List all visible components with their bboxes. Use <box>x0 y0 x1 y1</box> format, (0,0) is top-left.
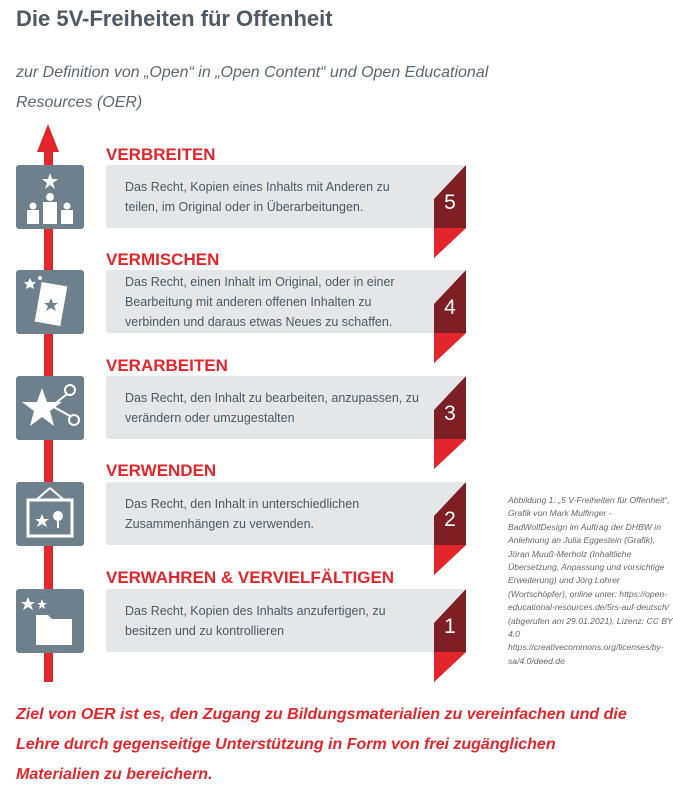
number-badge: 2 <box>434 482 466 575</box>
picture-icon <box>16 482 84 546</box>
item-text: Das Recht, den Inhalt in unterschiedlich… <box>125 496 360 531</box>
item-number: 1 <box>444 615 456 638</box>
item-box: Das Recht, Kopien des Inhalts anzufertig… <box>106 589 466 682</box>
item-heading: VERWENDEN <box>106 461 217 480</box>
item-text: Das Recht, Kopien des Inhalts anzufertig… <box>125 603 386 638</box>
item-heading: VERBREITEN <box>106 145 216 164</box>
figure-caption: Abbildung 1: „5 V-Freiheiten für Offenhe… <box>508 495 673 666</box>
scissors-star-icon <box>16 376 84 440</box>
goal-statement: Ziel von OER ist es, den Zugang zu Bildu… <box>16 706 627 783</box>
item-heading: VERARBEITEN <box>106 356 228 375</box>
number-badge: 4 <box>434 270 466 363</box>
item-box: Das Recht, einen Inhalt im Original, ode… <box>106 270 466 363</box>
item-heading: VERWAHREN & VERVIELFÄLTIGEN <box>106 568 395 587</box>
people-star-icon <box>16 165 84 229</box>
item-number: 2 <box>444 508 456 531</box>
number-badge: 1 <box>434 589 466 682</box>
mixed-document-icon <box>16 270 84 334</box>
folder-icon <box>16 589 84 653</box>
item-box: Das Recht, den Inhalt zu bearbeiten, anz… <box>106 376 466 469</box>
number-badge: 3 <box>434 376 466 469</box>
item-number: 3 <box>444 402 456 425</box>
item-number: 5 <box>444 191 456 214</box>
item-text: Das Recht, Kopien eines Inhalts mit Ande… <box>125 179 390 214</box>
page-title: Die 5V-Freiheiten für Offenheit <box>16 6 333 31</box>
number-badge: 5 <box>434 165 466 258</box>
item-number: 4 <box>444 296 456 319</box>
item-box: Das Recht, den Inhalt in unterschiedlich… <box>106 482 466 575</box>
item-text: Das Recht, den Inhalt zu bearbeiten, anz… <box>125 390 419 425</box>
item-text: Das Recht, einen Inhalt im Original, ode… <box>125 274 395 329</box>
subtitle: zur Definition von „Open“ in „Open Conte… <box>16 64 489 111</box>
arrow-up-icon <box>37 124 59 152</box>
item-heading: VERMISCHEN <box>106 250 220 269</box>
item-box: Das Recht, Kopien eines Inhalts mit Ande… <box>106 165 466 258</box>
